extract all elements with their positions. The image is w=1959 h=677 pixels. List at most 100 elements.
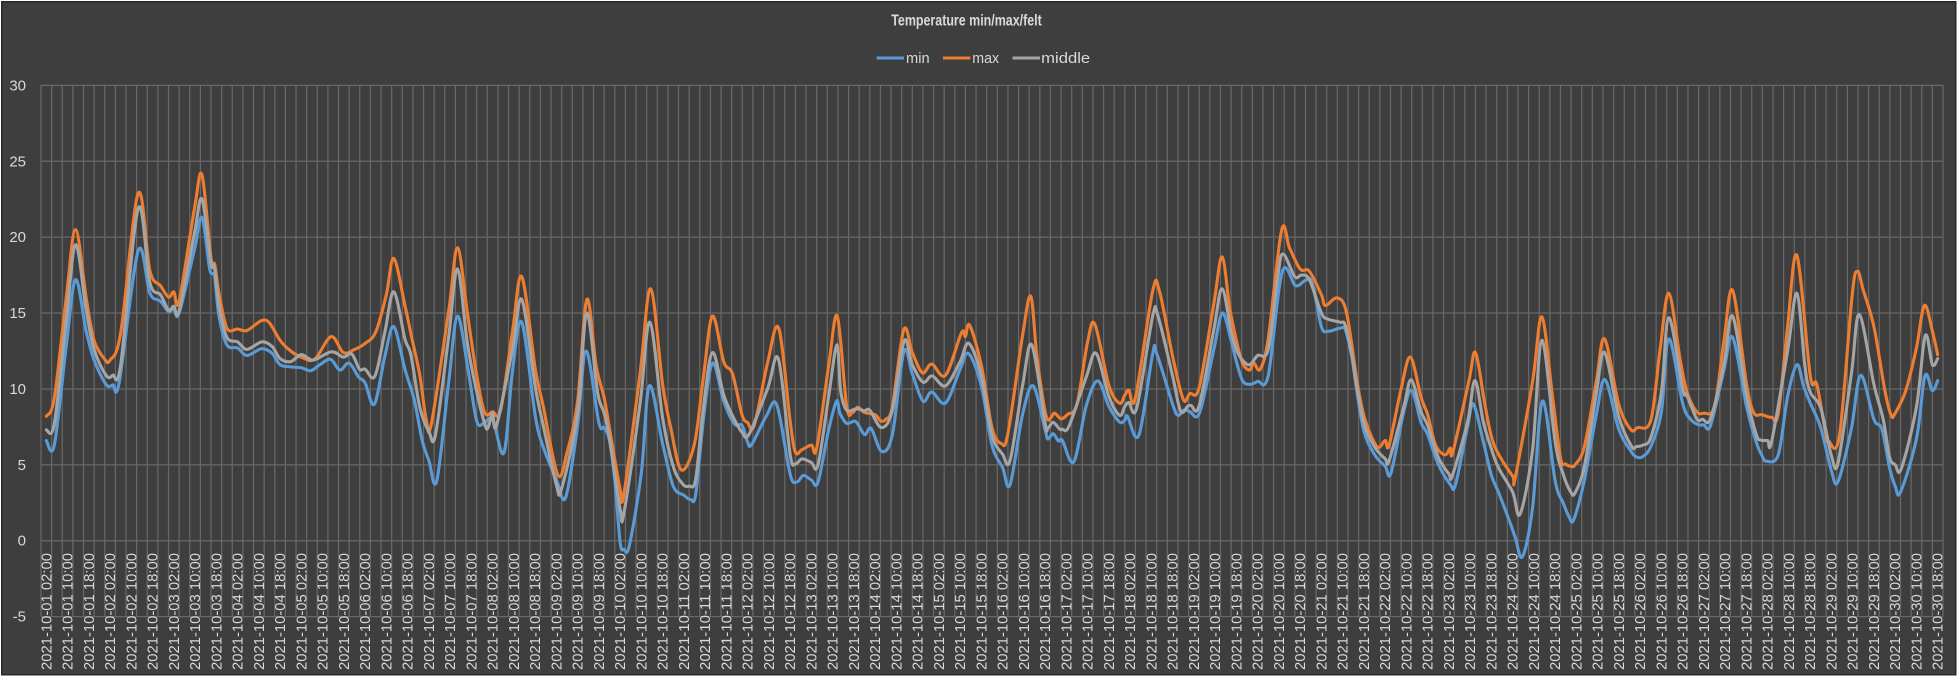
svg-text:2021-10-18 10:00: 2021-10-18 10:00 [1143, 553, 1160, 670]
svg-text:2021-10-08 18:00: 2021-10-08 18:00 [527, 553, 544, 670]
svg-text:2021-10-21 10:00: 2021-10-21 10:00 [1335, 553, 1352, 670]
svg-text:2021-10-20 02:00: 2021-10-20 02:00 [1250, 553, 1267, 670]
svg-text:2021-10-09 18:00: 2021-10-09 18:00 [591, 553, 608, 670]
svg-text:2021-10-05 18:00: 2021-10-05 18:00 [336, 553, 353, 670]
svg-text:2021-10-08 10:00: 2021-10-08 10:00 [506, 553, 523, 670]
svg-text:2021-10-24 10:00: 2021-10-24 10:00 [1526, 553, 1543, 670]
svg-text:2021-10-18 18:00: 2021-10-18 18:00 [1165, 553, 1182, 670]
svg-text:2021-10-22 02:00: 2021-10-22 02:00 [1377, 553, 1394, 670]
svg-text:2021-10-02 18:00: 2021-10-02 18:00 [145, 553, 162, 670]
svg-text:2021-10-30 18:00: 2021-10-30 18:00 [1930, 553, 1947, 670]
svg-text:20: 20 [9, 229, 26, 246]
svg-text:2021-10-20 18:00: 2021-10-20 18:00 [1292, 553, 1309, 670]
svg-text:2021-10-26 18:00: 2021-10-26 18:00 [1675, 553, 1692, 670]
svg-text:2021-10-30 02:00: 2021-10-30 02:00 [1887, 553, 1904, 670]
svg-text:2021-10-23 02:00: 2021-10-23 02:00 [1441, 553, 1458, 670]
svg-text:2021-10-27 10:00: 2021-10-27 10:00 [1717, 553, 1734, 670]
svg-text:2021-10-11 02:00: 2021-10-11 02:00 [676, 553, 693, 670]
svg-text:2021-10-03 02:00: 2021-10-03 02:00 [166, 553, 183, 670]
svg-text:2021-10-20 10:00: 2021-10-20 10:00 [1271, 553, 1288, 670]
svg-text:2021-10-12 10:00: 2021-10-12 10:00 [761, 553, 778, 670]
svg-text:2021-10-04 02:00: 2021-10-04 02:00 [230, 553, 247, 670]
svg-text:2021-10-10 10:00: 2021-10-10 10:00 [633, 553, 650, 670]
svg-text:30: 30 [9, 77, 26, 94]
svg-text:15: 15 [9, 305, 26, 322]
svg-text:2021-10-12 02:00: 2021-10-12 02:00 [740, 553, 757, 670]
svg-text:5: 5 [18, 457, 26, 474]
svg-text:2021-10-23 18:00: 2021-10-23 18:00 [1483, 553, 1500, 670]
svg-text:2021-10-29 10:00: 2021-10-29 10:00 [1845, 553, 1862, 670]
svg-text:min: min [906, 51, 930, 67]
svg-text:2021-10-08 02:00: 2021-10-08 02:00 [485, 553, 502, 670]
svg-text:2021-10-28 02:00: 2021-10-28 02:00 [1760, 553, 1777, 670]
svg-text:2021-10-13 10:00: 2021-10-13 10:00 [825, 553, 842, 670]
svg-text:10: 10 [9, 381, 26, 398]
svg-text:2021-10-22 18:00: 2021-10-22 18:00 [1420, 553, 1437, 670]
svg-text:2021-10-25 10:00: 2021-10-25 10:00 [1590, 553, 1607, 670]
svg-text:2021-10-28 10:00: 2021-10-28 10:00 [1781, 553, 1798, 670]
svg-text:2021-10-03 18:00: 2021-10-03 18:00 [208, 553, 225, 670]
svg-text:2021-10-29 02:00: 2021-10-29 02:00 [1823, 553, 1840, 670]
svg-text:2021-10-06 02:00: 2021-10-06 02:00 [357, 553, 374, 670]
svg-text:2021-10-02 02:00: 2021-10-02 02:00 [102, 553, 119, 670]
svg-text:2021-10-15 10:00: 2021-10-15 10:00 [952, 553, 969, 670]
svg-text:2021-10-19 18:00: 2021-10-19 18:00 [1228, 553, 1245, 670]
svg-text:2021-10-25 18:00: 2021-10-25 18:00 [1611, 553, 1628, 670]
svg-text:Temperature min/max/felt: Temperature min/max/felt [891, 13, 1042, 30]
svg-text:2021-10-14 18:00: 2021-10-14 18:00 [910, 553, 927, 670]
svg-text:2021-10-24 02:00: 2021-10-24 02:00 [1505, 553, 1522, 670]
svg-text:0: 0 [18, 533, 26, 550]
svg-text:2021-10-09 10:00: 2021-10-09 10:00 [570, 553, 587, 670]
svg-text:2021-10-07 18:00: 2021-10-07 18:00 [463, 553, 480, 670]
svg-text:2021-10-25 02:00: 2021-10-25 02:00 [1568, 553, 1585, 670]
svg-text:2021-10-07 02:00: 2021-10-07 02:00 [421, 553, 438, 670]
svg-text:2021-10-14 02:00: 2021-10-14 02:00 [867, 553, 884, 670]
svg-text:2021-10-13 02:00: 2021-10-13 02:00 [803, 553, 820, 670]
svg-text:2021-10-07 10:00: 2021-10-07 10:00 [442, 553, 459, 670]
svg-text:2021-10-18 02:00: 2021-10-18 02:00 [1122, 553, 1139, 670]
svg-text:2021-10-02 10:00: 2021-10-02 10:00 [123, 553, 140, 670]
svg-text:2021-10-12 18:00: 2021-10-12 18:00 [782, 553, 799, 670]
svg-text:2021-10-21 02:00: 2021-10-21 02:00 [1313, 553, 1330, 670]
svg-text:2021-10-19 02:00: 2021-10-19 02:00 [1186, 553, 1203, 670]
svg-text:2021-10-01 02:00: 2021-10-01 02:00 [38, 553, 55, 670]
svg-text:2021-10-23 10:00: 2021-10-23 10:00 [1462, 553, 1479, 670]
svg-text:2021-10-16 02:00: 2021-10-16 02:00 [995, 553, 1012, 670]
svg-text:2021-10-17 18:00: 2021-10-17 18:00 [1101, 553, 1118, 670]
svg-text:2021-10-26 10:00: 2021-10-26 10:00 [1653, 553, 1670, 670]
svg-text:2021-10-17 02:00: 2021-10-17 02:00 [1058, 553, 1075, 670]
svg-text:2021-10-24 18:00: 2021-10-24 18:00 [1547, 553, 1564, 670]
svg-text:2021-10-10 18:00: 2021-10-10 18:00 [655, 553, 672, 670]
svg-text:2021-10-19 10:00: 2021-10-19 10:00 [1207, 553, 1224, 670]
svg-text:2021-10-06 18:00: 2021-10-06 18:00 [400, 553, 417, 670]
svg-text:2021-10-30 10:00: 2021-10-30 10:00 [1908, 553, 1925, 670]
svg-text:2021-10-06 10:00: 2021-10-06 10:00 [378, 553, 395, 670]
svg-text:2021-10-05 02:00: 2021-10-05 02:00 [293, 553, 310, 670]
svg-text:2021-10-29 18:00: 2021-10-29 18:00 [1866, 553, 1883, 670]
svg-text:2021-10-04 18:00: 2021-10-04 18:00 [272, 553, 289, 670]
svg-text:2021-10-16 10:00: 2021-10-16 10:00 [1016, 553, 1033, 670]
svg-text:2021-10-16 18:00: 2021-10-16 18:00 [1037, 553, 1054, 670]
svg-text:2021-10-14 10:00: 2021-10-14 10:00 [888, 553, 905, 670]
svg-text:2021-10-05 10:00: 2021-10-05 10:00 [315, 553, 332, 670]
svg-text:25: 25 [9, 153, 26, 170]
svg-text:max: max [972, 51, 1000, 67]
svg-text:-5: -5 [13, 609, 26, 626]
svg-text:2021-10-09 02:00: 2021-10-09 02:00 [548, 553, 565, 670]
svg-text:2021-10-01 18:00: 2021-10-01 18:00 [81, 553, 98, 670]
svg-text:2021-10-27 18:00: 2021-10-27 18:00 [1738, 553, 1755, 670]
svg-text:2021-10-10 02:00: 2021-10-10 02:00 [612, 553, 629, 670]
svg-text:2021-10-28 18:00: 2021-10-28 18:00 [1802, 553, 1819, 670]
svg-text:2021-10-27 02:00: 2021-10-27 02:00 [1696, 553, 1713, 670]
svg-text:middle: middle [1041, 51, 1090, 67]
svg-text:2021-10-01 10:00: 2021-10-01 10:00 [60, 553, 77, 670]
svg-text:2021-10-15 02:00: 2021-10-15 02:00 [931, 553, 948, 670]
svg-text:2021-10-15 18:00: 2021-10-15 18:00 [973, 553, 990, 670]
svg-text:2021-10-17 10:00: 2021-10-17 10:00 [1080, 553, 1097, 670]
svg-text:2021-10-13 18:00: 2021-10-13 18:00 [846, 553, 863, 670]
svg-text:2021-10-04 10:00: 2021-10-04 10:00 [251, 553, 268, 670]
svg-text:2021-10-03 10:00: 2021-10-03 10:00 [187, 553, 204, 670]
svg-text:2021-10-22 10:00: 2021-10-22 10:00 [1398, 553, 1415, 670]
svg-text:2021-10-21 18:00: 2021-10-21 18:00 [1356, 553, 1373, 670]
svg-text:2021-10-11 10:00: 2021-10-11 10:00 [697, 553, 714, 670]
